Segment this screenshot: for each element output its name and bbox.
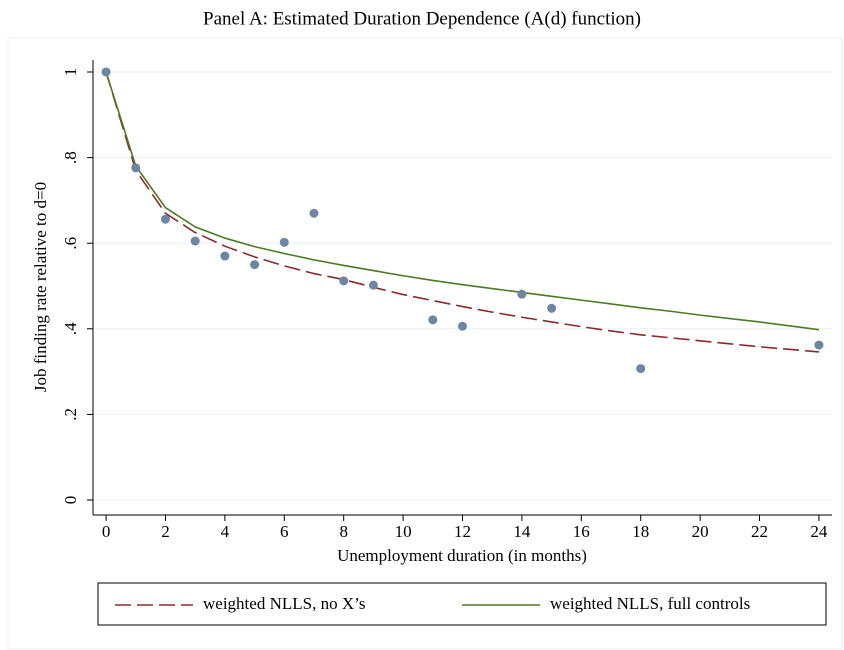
- y-tick-label: .2: [61, 408, 80, 421]
- y-tick-label: .4: [61, 322, 80, 335]
- x-tick-label: 4: [221, 522, 230, 541]
- data-point: [279, 237, 289, 247]
- x-tick-label: 10: [395, 522, 412, 541]
- legend-label: weighted NLLS, no X’s: [203, 594, 365, 613]
- x-tick-label: 18: [632, 522, 649, 541]
- x-tick-label: 22: [751, 522, 768, 541]
- x-axis-title: Unemployment duration (in months): [337, 546, 587, 565]
- data-point: [220, 251, 230, 261]
- data-point: [309, 208, 319, 218]
- x-tick-label: 20: [692, 522, 709, 541]
- data-point: [814, 340, 824, 350]
- y-axis-title: Job finding rate relative to d=0: [31, 182, 50, 392]
- x-tick-label: 16: [573, 522, 590, 541]
- x-tick-label: 12: [454, 522, 471, 541]
- fit-line: [105, 71, 820, 331]
- y-tick-label: .8: [61, 151, 80, 164]
- y-tick-label: 1: [61, 68, 80, 77]
- legend-box: [97, 582, 827, 626]
- x-tick-label: 0: [102, 522, 111, 541]
- y-tick-label: .6: [61, 237, 80, 250]
- data-point: [101, 67, 111, 77]
- data-point: [160, 214, 170, 224]
- data-point: [428, 315, 438, 325]
- legend-label: weighted NLLS, full controls: [550, 594, 750, 613]
- plot-area: [93, 60, 832, 515]
- y-tick-label: 0: [61, 496, 80, 505]
- data-point: [517, 289, 527, 299]
- data-point: [250, 260, 260, 270]
- data-point: [190, 236, 200, 246]
- x-tick-label: 24: [810, 522, 828, 541]
- fit-line: [105, 71, 819, 353]
- x-tick-label: 2: [161, 522, 170, 541]
- chart-title: Panel A: Estimated Duration Dependence (…: [203, 8, 641, 29]
- data-point: [547, 303, 557, 313]
- x-tick-label: 8: [339, 522, 348, 541]
- data-point: [131, 163, 141, 173]
- data-point: [339, 276, 349, 286]
- x-tick-label: 14: [513, 522, 531, 541]
- x-tick-label: 6: [280, 522, 289, 541]
- data-point: [368, 280, 378, 290]
- data-point: [636, 364, 646, 374]
- data-point: [458, 321, 467, 331]
